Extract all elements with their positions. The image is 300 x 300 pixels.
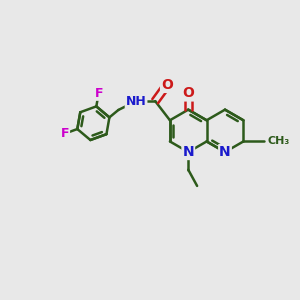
Text: NH: NH (126, 94, 146, 108)
Text: O: O (161, 78, 173, 92)
Text: CH₃: CH₃ (268, 136, 290, 146)
Text: F: F (61, 127, 69, 140)
Text: N: N (182, 145, 194, 159)
Text: O: O (182, 86, 194, 100)
Text: F: F (94, 87, 103, 100)
Text: N: N (219, 145, 231, 159)
